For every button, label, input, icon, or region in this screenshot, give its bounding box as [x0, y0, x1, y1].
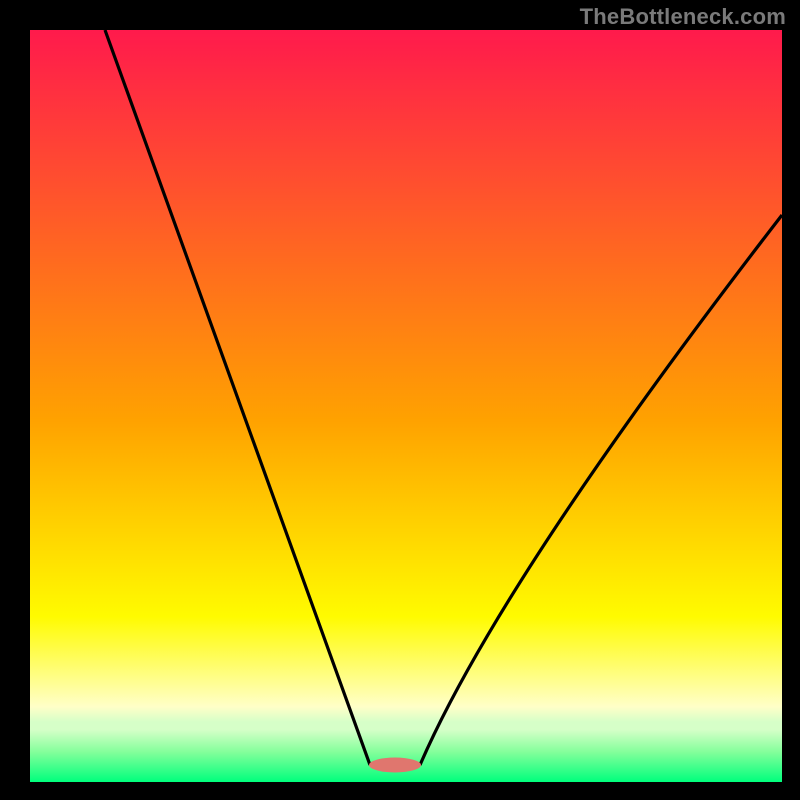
watermark-text: TheBottleneck.com — [580, 4, 786, 30]
curve-overlay — [0, 0, 800, 800]
chart-root: TheBottleneck.com — [0, 0, 800, 800]
curve-left — [105, 30, 370, 765]
curve-right — [420, 215, 782, 765]
base-marker — [369, 758, 421, 773]
